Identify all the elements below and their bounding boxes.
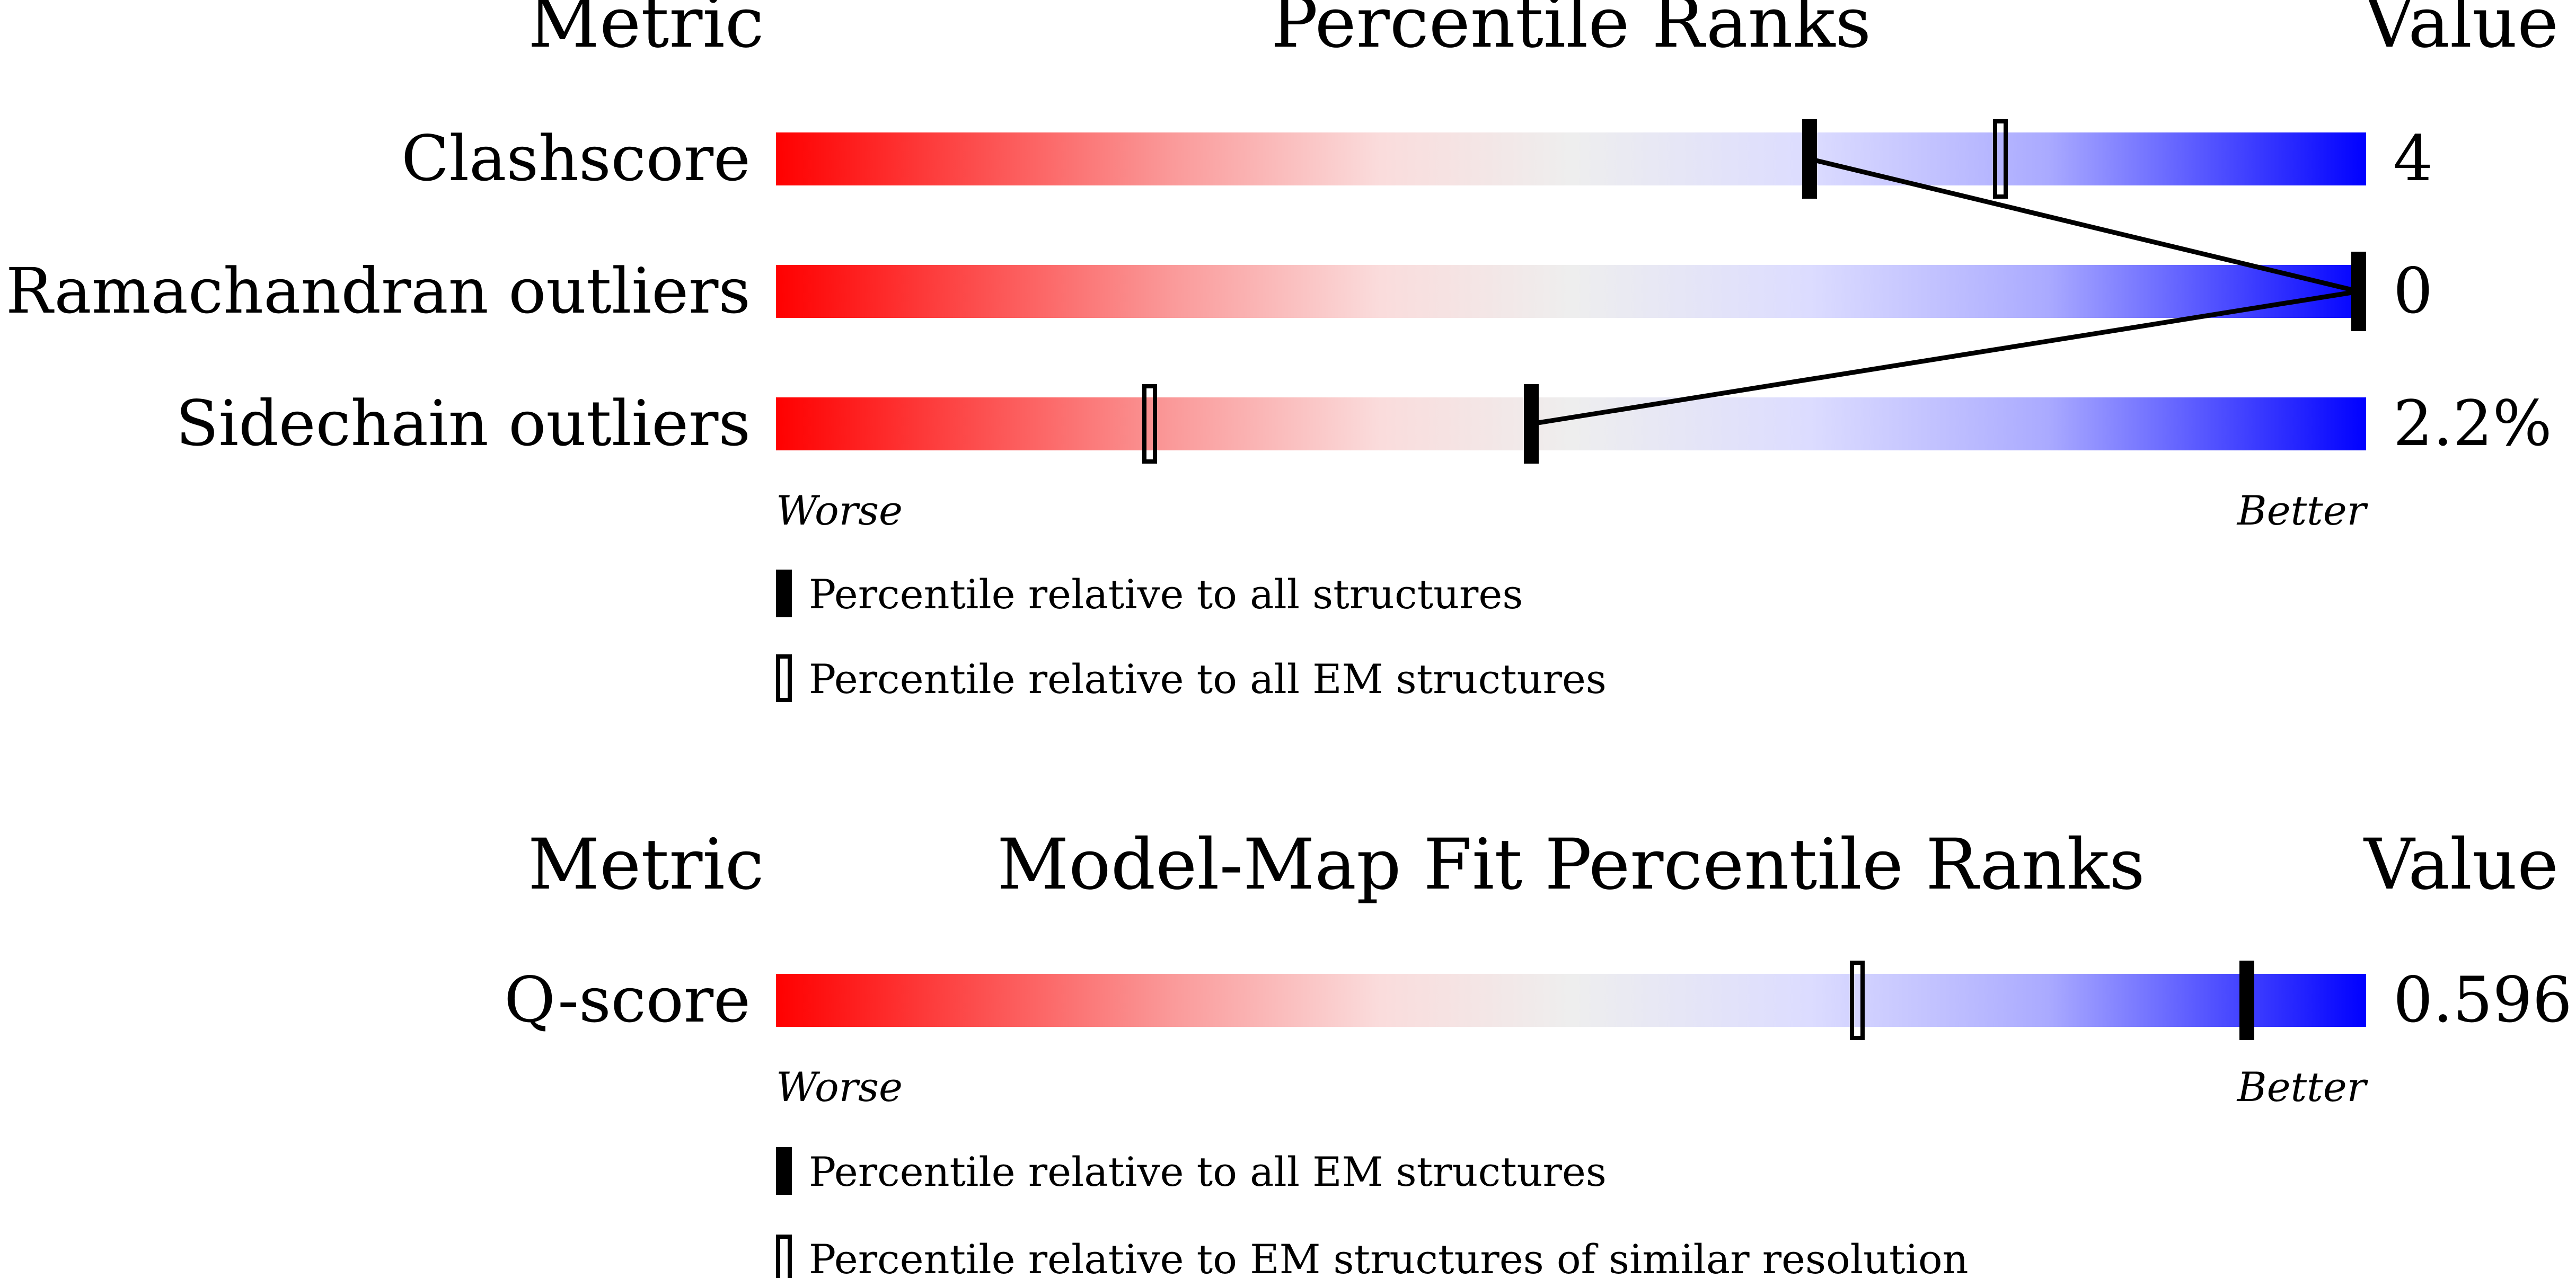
header-metric: Metric — [528, 824, 764, 906]
percentile-gradient-bar — [776, 974, 2366, 1027]
metric-label: Clashscore — [401, 122, 751, 195]
metric-value: 2.2% — [2393, 387, 2552, 460]
percentile-gradient-bar — [776, 397, 2366, 450]
axis-better-label: Better — [2236, 487, 2369, 534]
legend-item: Percentile relative to all EM structures — [776, 654, 1607, 703]
axis-better-label: Better — [2236, 1063, 2369, 1111]
filled-marker-icon — [776, 1147, 792, 1195]
metric-row: Clashscore 4 — [401, 119, 2433, 199]
legend-label: Percentile relative to all EM structures — [809, 1148, 1607, 1195]
legend-label: Percentile relative to all EM structures — [809, 655, 1607, 703]
panel-1: Metric Model-Map Fit Percentile Ranks Valu… — [504, 824, 2572, 1278]
metric-label: Q-score — [504, 963, 751, 1036]
open-marker-icon — [776, 654, 792, 702]
legend-label: Percentile relative to all structures — [809, 571, 1523, 618]
metric-value: 0.596 — [2393, 963, 2572, 1036]
metric-value: 0 — [2393, 254, 2433, 327]
filled-percentile-marker — [2239, 961, 2254, 1040]
open-percentile-marker — [1850, 961, 1865, 1040]
legend-label: Percentile relative to EM structures of … — [809, 1236, 1969, 1278]
metric-row: Ramachandran outliers 0 — [6, 252, 2433, 331]
percentile-gradient-bar — [776, 132, 2366, 185]
metric-value: 4 — [2393, 122, 2433, 195]
metric-row: Sidechain outliers 2.2% — [176, 384, 2552, 464]
legend-item: Percentile relative to all structures — [776, 570, 1523, 618]
header-metric: Metric — [528, 0, 764, 64]
open-marker-icon — [776, 1235, 792, 1278]
header-title: Model-Map Fit Percentile Ranks — [997, 824, 2145, 906]
legend-item: Percentile relative to all EM structures — [776, 1147, 1607, 1195]
metric-row: Q-score 0.596 — [504, 961, 2572, 1040]
metric-label: Ramachandran outliers — [6, 254, 751, 327]
filled-marker-icon — [776, 570, 792, 617]
header-value: Value — [2363, 824, 2559, 906]
panel-0: Metric Percentile Ranks Value Clashscore 4 Ra… — [6, 0, 2559, 703]
percentile-gradient-bar — [776, 265, 2366, 318]
filled-percentile-marker — [1802, 119, 1817, 199]
header-value: Value — [2363, 0, 2559, 64]
open-percentile-marker — [1993, 119, 2008, 199]
open-percentile-marker — [1142, 384, 1157, 464]
metric-label: Sidechain outliers — [176, 387, 751, 460]
filled-percentile-marker — [2351, 252, 2366, 331]
axis-worse-label: Worse — [776, 487, 903, 534]
header-title: Percentile Ranks — [1271, 0, 1872, 64]
axis-worse-label: Worse — [776, 1063, 903, 1111]
filled-percentile-marker — [1524, 384, 1539, 464]
legend-item: Percentile relative to EM structures of … — [776, 1235, 1969, 1278]
